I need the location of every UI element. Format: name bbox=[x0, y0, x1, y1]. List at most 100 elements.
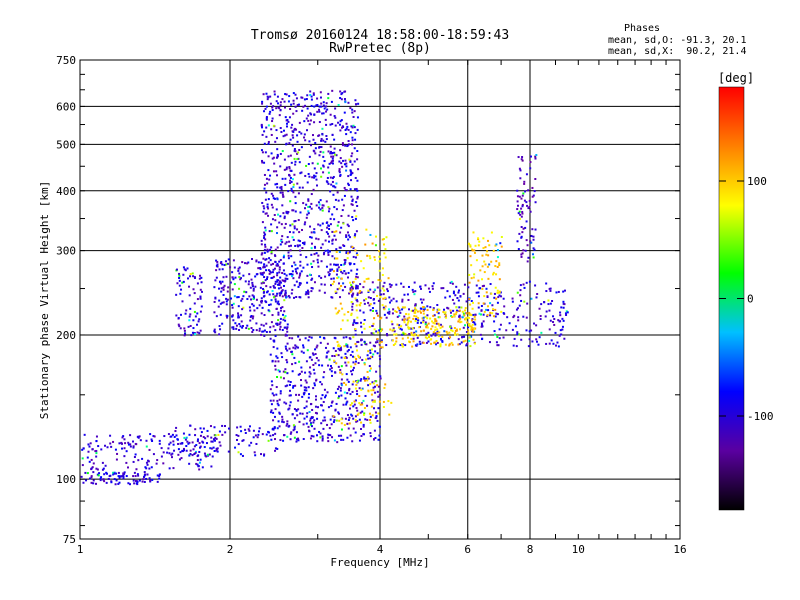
data-point bbox=[278, 398, 281, 401]
data-point bbox=[351, 440, 354, 443]
data-point bbox=[322, 409, 325, 412]
data-point bbox=[376, 314, 379, 317]
data-point bbox=[349, 159, 352, 162]
data-point bbox=[293, 417, 296, 420]
data-point bbox=[496, 291, 499, 294]
data-point bbox=[313, 113, 316, 116]
data-point bbox=[270, 263, 273, 266]
data-point bbox=[294, 202, 297, 205]
data-point bbox=[561, 325, 564, 328]
data-point bbox=[394, 342, 397, 345]
data-point bbox=[92, 482, 95, 485]
data-point bbox=[241, 326, 244, 329]
data-point bbox=[158, 473, 161, 476]
data-point bbox=[486, 239, 489, 242]
data-point bbox=[279, 215, 282, 218]
data-point bbox=[373, 298, 376, 301]
data-point bbox=[427, 287, 430, 290]
data-point bbox=[370, 389, 373, 392]
data-point bbox=[413, 334, 416, 337]
data-point bbox=[316, 417, 319, 420]
data-point bbox=[491, 304, 494, 307]
data-point bbox=[339, 149, 342, 152]
data-point bbox=[182, 273, 185, 276]
data-point bbox=[300, 384, 303, 387]
data-point bbox=[346, 350, 349, 353]
data-point bbox=[413, 281, 416, 284]
data-point bbox=[281, 235, 284, 238]
data-point bbox=[482, 313, 485, 316]
data-point bbox=[185, 436, 188, 439]
data-point bbox=[416, 336, 419, 339]
data-point bbox=[279, 439, 282, 442]
data-point bbox=[375, 380, 378, 383]
data-point bbox=[260, 333, 263, 336]
data-point bbox=[458, 314, 461, 317]
data-point bbox=[340, 438, 343, 441]
data-point bbox=[185, 445, 188, 448]
data-point bbox=[354, 360, 357, 363]
data-point bbox=[337, 121, 340, 124]
data-point bbox=[470, 314, 473, 317]
data-point bbox=[383, 281, 386, 284]
data-point bbox=[360, 338, 363, 341]
data-point bbox=[283, 299, 286, 302]
data-point bbox=[365, 377, 368, 380]
data-point bbox=[100, 448, 103, 451]
data-point bbox=[332, 347, 335, 350]
data-point bbox=[312, 368, 315, 371]
data-point bbox=[118, 476, 121, 479]
data-point bbox=[277, 311, 280, 314]
data-point bbox=[334, 337, 337, 340]
data-point bbox=[305, 98, 308, 101]
data-point bbox=[475, 284, 478, 287]
data-point bbox=[191, 441, 194, 444]
point-cluster bbox=[81, 433, 221, 471]
data-point bbox=[377, 395, 380, 398]
data-point bbox=[271, 359, 274, 362]
data-point bbox=[382, 243, 385, 246]
data-point bbox=[444, 343, 447, 346]
data-point bbox=[239, 278, 242, 281]
data-point bbox=[297, 346, 300, 349]
data-point bbox=[158, 475, 161, 478]
data-point bbox=[432, 321, 435, 324]
data-point bbox=[255, 329, 258, 332]
data-point bbox=[276, 322, 279, 325]
data-point bbox=[269, 286, 272, 289]
data-point bbox=[557, 345, 560, 348]
data-point bbox=[178, 274, 181, 277]
data-point bbox=[424, 321, 427, 324]
data-point bbox=[341, 209, 344, 212]
data-point bbox=[291, 273, 294, 276]
data-point bbox=[324, 275, 327, 278]
data-point bbox=[158, 442, 161, 445]
data-point bbox=[266, 250, 269, 253]
data-point bbox=[380, 339, 383, 342]
data-point bbox=[226, 290, 229, 293]
data-point bbox=[305, 129, 308, 132]
data-point bbox=[333, 359, 336, 362]
data-point bbox=[354, 333, 357, 336]
data-point bbox=[328, 273, 331, 276]
data-point bbox=[562, 319, 565, 322]
data-point bbox=[320, 276, 323, 279]
data-point bbox=[307, 119, 310, 122]
data-point bbox=[480, 309, 483, 312]
data-point bbox=[463, 314, 466, 317]
data-point bbox=[300, 132, 303, 135]
data-point bbox=[321, 204, 324, 207]
data-point bbox=[292, 136, 295, 139]
data-point bbox=[560, 306, 563, 309]
data-point bbox=[186, 440, 189, 443]
data-point bbox=[258, 427, 261, 430]
data-point bbox=[427, 331, 430, 334]
data-point bbox=[356, 349, 359, 352]
data-point bbox=[469, 244, 472, 247]
data-point bbox=[262, 295, 265, 298]
data-point bbox=[289, 108, 292, 111]
data-point bbox=[344, 397, 347, 400]
data-point bbox=[379, 289, 382, 292]
data-point bbox=[188, 319, 191, 322]
data-point bbox=[416, 310, 419, 313]
